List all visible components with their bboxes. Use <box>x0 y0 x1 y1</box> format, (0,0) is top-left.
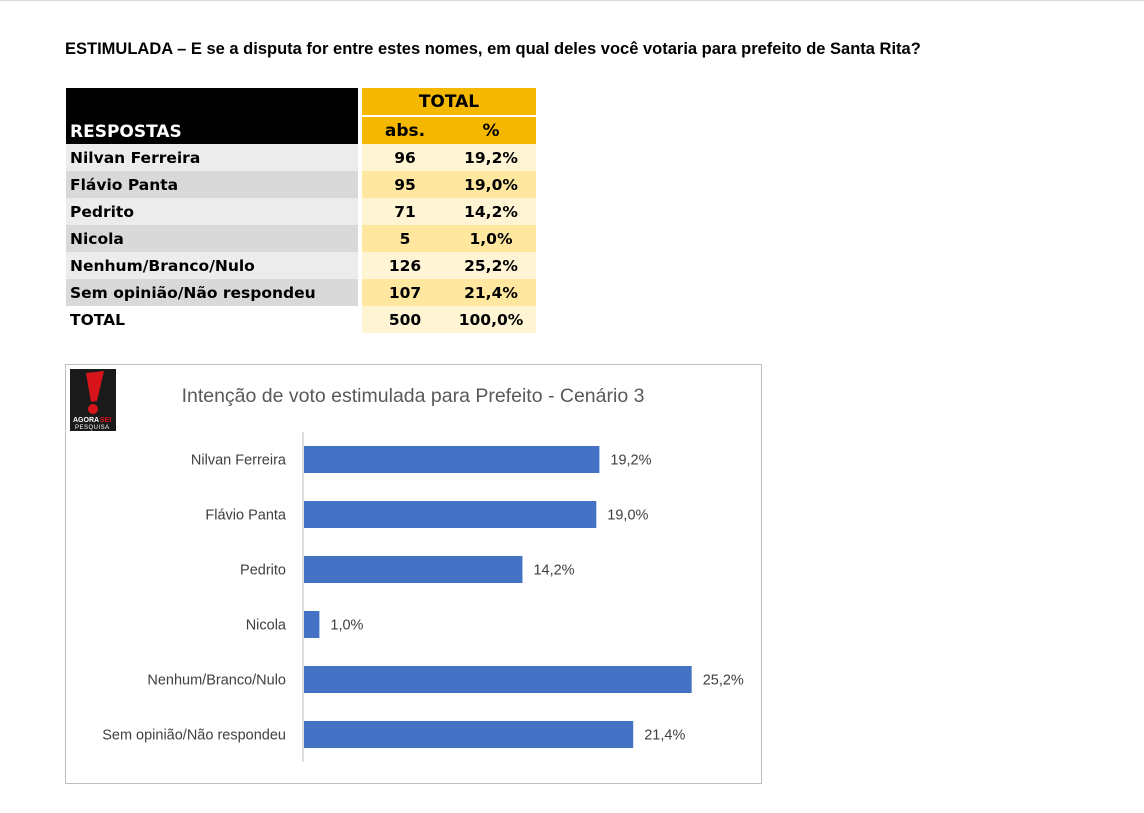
row-label: Pedrito <box>66 198 358 225</box>
category-label: Sem opinião/Não respondeu <box>102 728 286 744</box>
bar-chart: Intenção de voto estimulada para Prefeit… <box>102 385 744 762</box>
row-spacer <box>358 171 362 198</box>
total-group-header: TOTAL <box>362 88 536 117</box>
data-label: 21,4% <box>644 728 685 744</box>
bar <box>304 446 600 473</box>
table-row: Nilvan Ferreira 96 19,2% <box>66 144 536 171</box>
row-label: Flávio Panta <box>66 171 358 198</box>
category-label: Nenhum/Branco/Nulo <box>147 673 286 689</box>
row-pct: 14,2% <box>448 198 536 225</box>
data-label: 1,0% <box>330 618 363 634</box>
row-spacer <box>358 225 362 252</box>
chart-bars-group: Nilvan Ferreira 19,2% Flávio Panta 19,0% Ped… <box>102 446 744 748</box>
table-row: Flávio Panta 95 19,0% <box>66 171 536 198</box>
category-label: Pedrito <box>240 563 286 579</box>
bar <box>304 721 634 748</box>
results-table: RESPOSTAS TOTAL abs. % Nilvan Ferreira 9… <box>66 88 536 333</box>
abs-header: abs. <box>362 116 448 144</box>
table-row: Nicola 5 1,0% <box>66 225 536 252</box>
row-spacer <box>358 306 362 333</box>
row-label: Sem opinião/Não respondeu <box>66 279 358 306</box>
bar <box>304 611 320 638</box>
table-total-row: TOTAL 500 100,0% <box>66 306 536 333</box>
row-abs: 95 <box>362 171 448 198</box>
row-abs: 71 <box>362 198 448 225</box>
agora-sei-logo: AGORA SEI PESQUISA <box>70 369 116 431</box>
total-pct: 100,0% <box>448 306 536 333</box>
category-label: Nicola <box>246 618 287 634</box>
question-heading: ESTIMULADA – E se a disputa for entre es… <box>65 40 921 58</box>
logo-text-pesquisa: PESQUISA <box>75 425 110 431</box>
total-label: TOTAL <box>66 306 358 333</box>
data-label: 19,0% <box>607 508 648 524</box>
chart-frame: AGORA SEI PESQUISA Intenção de voto esti… <box>65 364 762 784</box>
row-pct: 1,0% <box>448 225 536 252</box>
header-spacer <box>358 88 362 144</box>
row-label: Nenhum/Branco/Nulo <box>66 252 358 279</box>
logo-text-sei: SEI <box>100 417 111 424</box>
row-abs: 5 <box>362 225 448 252</box>
logo-text-agora: AGORA <box>73 417 99 424</box>
exclamation-icon <box>86 371 104 402</box>
pct-header: % <box>448 116 536 144</box>
row-abs: 126 <box>362 252 448 279</box>
category-label: Nilvan Ferreira <box>191 453 287 469</box>
bar <box>304 501 597 528</box>
table-row: Nenhum/Branco/Nulo 126 25,2% <box>66 252 536 279</box>
bar <box>304 666 692 693</box>
data-label: 14,2% <box>533 563 574 579</box>
data-label: 19,2% <box>610 453 651 469</box>
row-spacer <box>358 144 362 171</box>
table-row: Pedrito 71 14,2% <box>66 198 536 225</box>
bar <box>304 556 523 583</box>
row-label: Nicola <box>66 225 358 252</box>
total-abs: 500 <box>362 306 448 333</box>
category-label: Flávio Panta <box>205 508 287 524</box>
page-top-edge <box>0 0 1144 1</box>
chart-title: Intenção de voto estimulada para Prefeit… <box>182 385 645 407</box>
row-abs: 96 <box>362 144 448 171</box>
exclamation-dot <box>88 404 98 414</box>
row-spacer <box>358 279 362 306</box>
table-row: Sem opinião/Não respondeu 107 21,4% <box>66 279 536 306</box>
data-label: 25,2% <box>703 673 744 689</box>
row-pct: 25,2% <box>448 252 536 279</box>
row-spacer <box>358 252 362 279</box>
respostas-header: RESPOSTAS <box>66 88 358 144</box>
row-pct: 19,0% <box>448 171 536 198</box>
row-pct: 21,4% <box>448 279 536 306</box>
row-spacer <box>358 198 362 225</box>
row-abs: 107 <box>362 279 448 306</box>
row-pct: 19,2% <box>448 144 536 171</box>
row-label: Nilvan Ferreira <box>66 144 358 171</box>
